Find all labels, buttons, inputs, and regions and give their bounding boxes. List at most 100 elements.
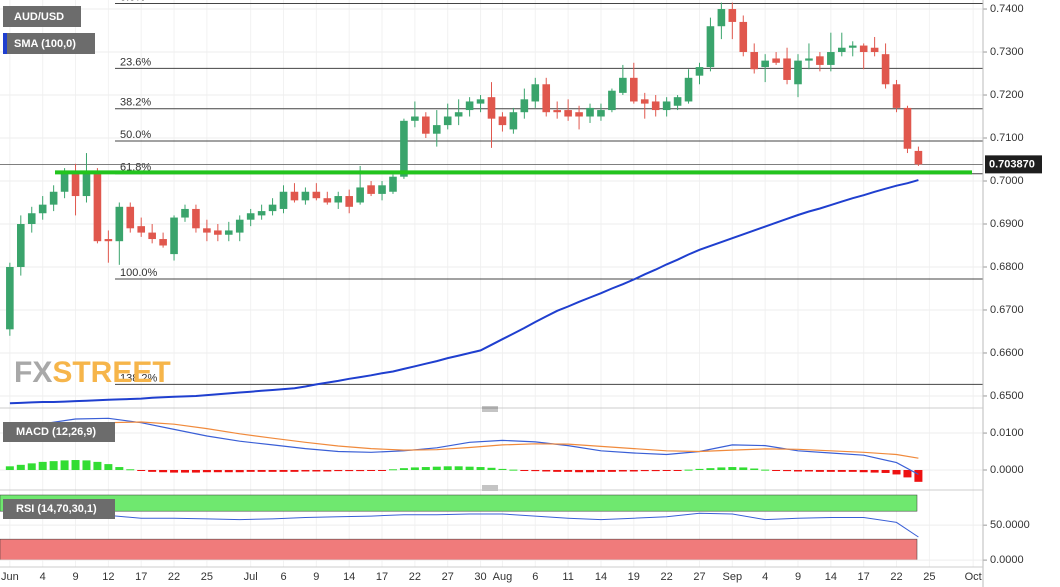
overbought-zone	[0, 494, 918, 512]
chart-layer: 0.7400 0.7300 0.7200 0.7100 0.7000 0.6900 0.68…	[0, 0, 1042, 583]
y-tick-label: 0.7100	[990, 132, 1024, 144]
candle-body	[750, 52, 759, 70]
histogram-bar	[706, 468, 715, 471]
candle-body	[137, 226, 146, 233]
histogram-bar	[465, 466, 474, 471]
candle-body	[93, 172, 102, 242]
histogram-bar	[268, 470, 277, 472]
watermark-prefix: FX	[14, 356, 52, 389]
legend-box[interactable]	[3, 422, 115, 442]
candle-body	[411, 116, 419, 121]
candle-body	[170, 217, 178, 255]
histogram-bar	[454, 466, 463, 471]
candle-body	[848, 45, 857, 48]
candle-body	[224, 230, 233, 235]
candle-body	[827, 52, 835, 65]
y-tick-label: 0.6900	[990, 218, 1024, 230]
y-tick-label: 0.0000	[990, 464, 1024, 476]
x-tick-label: 22	[409, 571, 421, 583]
candle-body	[268, 204, 277, 212]
y-tick-label: 0.7200	[990, 89, 1024, 101]
candle-body	[837, 47, 846, 53]
histogram-bar	[323, 470, 332, 472]
candle-body	[761, 60, 769, 68]
histogram-bar	[235, 470, 244, 473]
y-tick-label: 0.6700	[990, 304, 1024, 316]
candle-body	[509, 112, 518, 130]
y-tick-label: 0.0100	[990, 427, 1024, 439]
histogram-bar	[60, 460, 69, 471]
histogram-bar	[586, 470, 595, 473]
panel-handle[interactable]	[482, 485, 498, 491]
candle-body	[640, 99, 649, 104]
x-tick-label: 30	[474, 571, 486, 583]
panel-handle[interactable]	[482, 406, 498, 412]
candle-body	[400, 120, 408, 177]
histogram-bar	[115, 467, 124, 471]
histogram-bar	[257, 470, 266, 472]
y-tick-label: 50.0000	[990, 519, 1030, 531]
histogram-bar	[542, 470, 551, 472]
fibonacci-label: 0.0%	[120, 0, 145, 3]
histogram-bar	[903, 470, 912, 478]
legend-box[interactable]	[3, 6, 81, 27]
x-tick-label: 9	[72, 571, 78, 583]
histogram-bar	[345, 470, 354, 472]
legend-box[interactable]	[3, 499, 115, 519]
histogram-bar	[16, 464, 25, 471]
candle-body	[662, 101, 671, 111]
histogram-bar	[104, 464, 113, 471]
y-tick-label: 0.7000	[990, 175, 1024, 187]
histogram-bar	[213, 470, 222, 473]
last-price-box	[985, 155, 1042, 174]
macd-line	[9, 421, 919, 459]
histogram-bar	[71, 460, 80, 471]
legend-box[interactable]	[3, 33, 95, 54]
candle-body	[728, 9, 737, 22]
candle-body	[367, 185, 375, 194]
x-tick-label: 9	[795, 571, 801, 583]
candle-body	[104, 239, 113, 242]
candle-body	[870, 47, 879, 53]
x-tick-label: 11	[562, 571, 573, 583]
candle-body	[717, 9, 726, 27]
x-tick-label: 9	[313, 571, 319, 583]
x-tick-label: Jul	[244, 571, 258, 583]
histogram-bar	[662, 470, 671, 472]
fibonacci-label: 138.2%	[120, 372, 158, 384]
histogram-bar	[159, 470, 168, 473]
legend-label: RSI (14,70,30,1)	[16, 503, 97, 515]
x-tick-label: 22	[168, 571, 180, 583]
x-tick-label: Sep	[723, 571, 743, 583]
candle-body	[498, 116, 507, 126]
histogram-bar	[848, 470, 857, 472]
histogram-bar	[137, 470, 146, 472]
x-tick-label: 14	[825, 571, 837, 583]
x-tick-label: 22	[661, 571, 673, 583]
legend-label: AUD/USD	[14, 11, 64, 23]
candle-body	[148, 232, 156, 240]
histogram-bar	[399, 468, 408, 471]
legend-swatch	[3, 33, 7, 54]
candle-body	[378, 185, 386, 194]
histogram-bar	[815, 470, 824, 472]
candle-body	[192, 208, 200, 229]
candle-body	[684, 77, 693, 102]
x-tick-label: 12	[102, 571, 114, 583]
histogram-bar	[290, 470, 299, 472]
x-tick-label: Oct	[965, 571, 982, 583]
candle-body	[38, 204, 47, 214]
candle-body	[630, 77, 638, 102]
x-tick-label: Aug	[493, 571, 513, 583]
histogram-bar	[378, 470, 387, 472]
histogram-bar	[279, 470, 288, 472]
candle-body	[290, 191, 299, 201]
y-tick-label: 0.6500	[990, 390, 1024, 402]
candle-body	[575, 112, 583, 117]
histogram-bar	[859, 470, 868, 473]
x-tick-label: 4	[762, 571, 768, 583]
histogram-bar	[487, 467, 496, 471]
histogram-bar	[93, 461, 102, 471]
histogram-bar	[49, 461, 58, 471]
x-tick-label: 22	[890, 571, 902, 583]
